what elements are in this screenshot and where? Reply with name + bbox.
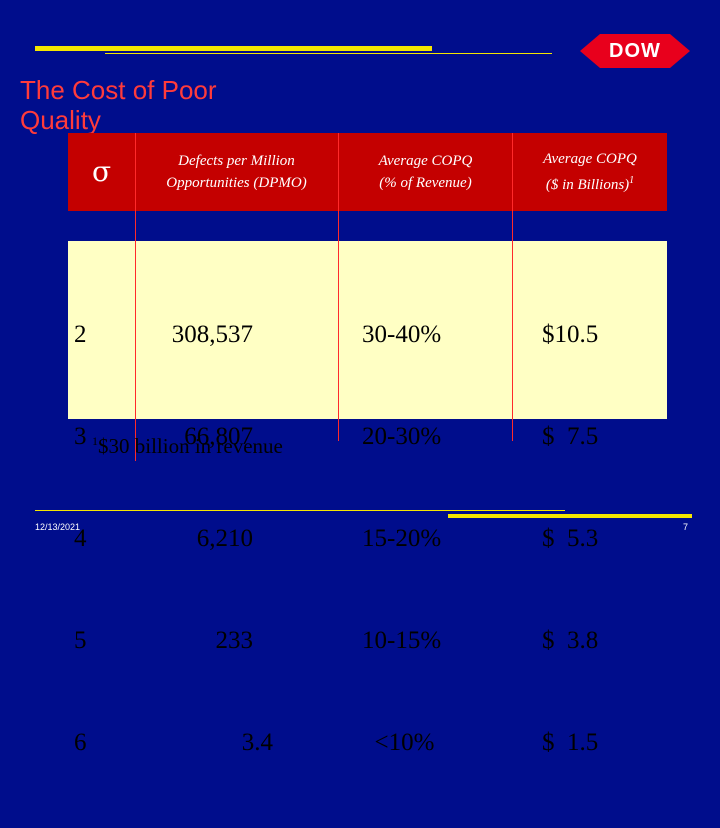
table-cell-dpmo: 6,210 xyxy=(196,525,253,552)
copq-percent-column: 30-40% 20-30% 15-20% 10-15% <10% xyxy=(362,250,441,828)
header-dpmo: Defects per Million Opportunities (DPMO) xyxy=(135,133,338,211)
table-cell-dpmo: 233 xyxy=(215,627,254,654)
table-cell-pct: <10% xyxy=(362,729,435,756)
bottom-thin-rule xyxy=(35,510,565,511)
header-copq-billions: Average COPQ ($ in Billions)1 xyxy=(513,133,667,211)
header-bil-line-1: Average COPQ xyxy=(543,151,637,167)
bottom-accent-rule xyxy=(448,514,692,518)
table-body: 2 3 4 5 6 308,537 66,807 6,210 233 3.4 3… xyxy=(68,241,667,756)
table-cell-bil: $ 5.3 xyxy=(542,525,599,552)
top-thin-rule xyxy=(105,53,552,54)
table-cell-bil: $ 1.5 xyxy=(542,729,599,756)
table-cell-pct: 10-15% xyxy=(362,627,442,654)
table-cell-sigma: 5 xyxy=(74,627,87,654)
header-pct-line-1: Average COPQ xyxy=(378,153,473,169)
table-cell-sigma: 3 xyxy=(74,423,87,450)
dpmo-column: 308,537 66,807 6,210 233 3.4 xyxy=(163,250,273,828)
table-cell-bil: $10.5 xyxy=(542,321,599,348)
table-cell-bil: $ 3.8 xyxy=(542,627,599,654)
page-title: The Cost of Poor Quality xyxy=(20,75,320,135)
logo-diamond-icon xyxy=(580,34,690,68)
dow-logo: DOW xyxy=(580,32,690,70)
table-header: σ Defects per Million Opportunities (DPM… xyxy=(68,133,667,211)
header-bil-line-2: ($ in Billions)1 xyxy=(543,170,637,196)
copq-billions-column: $10.5 $ 7.5 $ 5.3 $ 3.8 $ 1.5 xyxy=(542,250,598,828)
table-cell-pct: 15-20% xyxy=(362,525,442,552)
table-cell-dpmo: 308,537 xyxy=(171,321,253,348)
header-bil-line-2-text: ($ in Billions) xyxy=(545,177,630,193)
header-sigma: σ xyxy=(91,155,112,188)
header-pct-line-2: (% of Revenue) xyxy=(379,175,472,191)
top-accent-rule xyxy=(35,46,432,51)
table-cell-sigma: 6 xyxy=(74,729,87,756)
header-dpmo-line-2: Opportunities (DPMO) xyxy=(166,175,307,191)
title-line-2: Quality xyxy=(20,105,101,135)
logo-text: DOW xyxy=(609,40,661,62)
table-cell-dpmo: 3.4 xyxy=(241,729,273,756)
footer-date: 12/13/2021 xyxy=(35,522,81,532)
footnote-mark: 1 xyxy=(92,434,98,448)
table-cell-bil: $ 7.5 xyxy=(542,423,599,450)
table-cell-pct: 30-40% xyxy=(362,321,442,348)
column-divider xyxy=(512,133,513,441)
footnote: 1$30 billion in revenue xyxy=(92,434,283,459)
footnote-text: $30 billion in revenue xyxy=(98,434,283,458)
header-dpmo-line-1: Defects per Million xyxy=(178,153,295,169)
column-divider xyxy=(135,133,136,461)
column-divider xyxy=(338,133,339,441)
title-line-1: The Cost of Poor xyxy=(20,75,217,105)
header-bil-footnote-mark: 1 xyxy=(629,175,635,186)
table-cell-dpmo: 66,807 xyxy=(184,423,253,450)
table-cell-sigma: 2 xyxy=(74,321,87,348)
table-cell-pct: 20-30% xyxy=(362,423,442,450)
header-copq-percent: Average COPQ (% of Revenue) xyxy=(338,133,513,211)
sigma-column: 2 3 4 5 6 xyxy=(74,250,99,828)
page-number: 7 xyxy=(683,522,689,532)
